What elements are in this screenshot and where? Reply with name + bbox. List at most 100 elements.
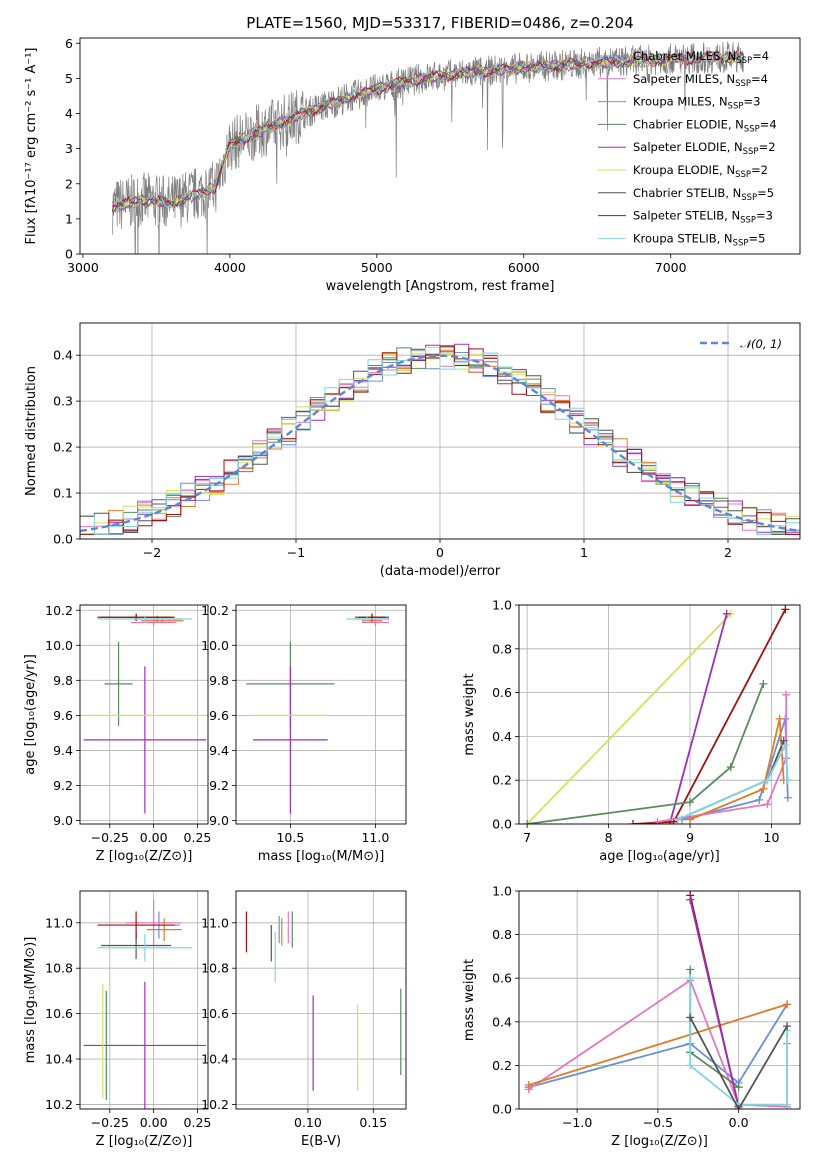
point-marker — [686, 965, 695, 974]
x-tick-label: 2 — [724, 545, 732, 560]
y-tick-label: 4 — [65, 106, 73, 121]
legend-name: Salpeter ELODIE, N — [633, 140, 743, 154]
legend-sub: SSP — [740, 216, 756, 226]
weight_vs_age-plot — [523, 605, 792, 824]
point-marker — [726, 763, 735, 772]
y-tick-label: 0.4 — [492, 1014, 512, 1029]
weight_vs_Z-panel: −1.0 −0.5 0.0 0.0 0.2 0.4 0.6 0.8 1.0 Z [log₁₀(Z/… — [462, 884, 801, 1149]
x-tick-label: −1.0 — [562, 1115, 592, 1130]
point-marker — [763, 776, 772, 785]
point-marker — [783, 1000, 792, 1009]
y-tick-label: 10.6 — [201, 1006, 229, 1021]
legend-count: =2 — [751, 163, 768, 177]
y-tick-label: 1.0 — [492, 884, 512, 899]
y-tick-label: 10.2 — [45, 1097, 73, 1112]
legend-sub: SSP — [728, 102, 744, 112]
point-marker — [781, 741, 790, 750]
mass_vs_ebv-plot — [245, 911, 402, 1091]
point-marker — [779, 736, 788, 745]
y-tick-label: 0.8 — [492, 927, 512, 942]
y-tick-label: 0.1 — [53, 486, 73, 501]
axes-frame — [235, 890, 407, 1110]
mass_vs_ebv-panel: 0.10 0.15 10.2 10.4 10.6 10.8 11.0 E(B-V) — [201, 890, 407, 1149]
legend-name: Salpeter STELIB, N — [633, 209, 740, 223]
x-axis-label: (data-model)/error — [380, 564, 501, 579]
y-tick-label: 1.0 — [492, 598, 512, 613]
mass-weight-line — [526, 613, 732, 824]
legend-sub: SSP — [743, 147, 759, 157]
model-spectrum-line — [111, 50, 744, 214]
legend-name: Chabrier MILES, N — [633, 49, 736, 63]
y-axis-label: age [log₁₀(age/yr)] — [23, 654, 38, 775]
point-marker — [686, 974, 695, 983]
y-tick-label: 9.8 — [209, 673, 229, 688]
x-tick-label: 10.5 — [276, 830, 304, 845]
y-tick-label: 3 — [65, 141, 73, 156]
residuals-plot — [80, 343, 800, 535]
y-axis-label: Flux [fλ10⁻¹⁷ erg cm⁻² s⁻¹ A⁻¹] — [24, 48, 39, 245]
x-tick-label: −0.25 — [91, 830, 129, 845]
legend-name: Kroupa ELODIE, N — [633, 163, 735, 177]
y-tick-label: 0.4 — [53, 348, 73, 363]
x-tick-label: 3000 — [67, 260, 99, 275]
model-spectrum-line — [111, 49, 744, 212]
x-tick-label: 9 — [686, 830, 694, 845]
mass_vs_Z-plot — [83, 900, 207, 1109]
x-tick-label: 6000 — [508, 260, 540, 275]
x-tick-label: 1 — [580, 545, 588, 560]
y-tick-label: 9.0 — [53, 813, 73, 828]
mass-weight-line — [668, 613, 728, 824]
point-marker — [755, 795, 764, 804]
axes-frame — [79, 37, 801, 255]
axes-frame — [79, 322, 801, 540]
y-tick-label: 0.8 — [492, 641, 512, 656]
point-marker — [722, 609, 731, 618]
point-marker — [781, 605, 790, 614]
age_vs_mass-plot — [246, 613, 389, 814]
x-tick-label: 7 — [523, 830, 531, 845]
spectrum-title: PLATE=1560, MJD=53317, FIBERID=0486, z=0… — [246, 14, 633, 32]
mass-weight-line — [689, 969, 740, 1088]
point-marker — [734, 1083, 743, 1092]
legend-label: Salpeter MILES, NSSP=4 — [633, 72, 768, 89]
x-tick-label: 7000 — [655, 260, 687, 275]
y-tick-label: 0.0 — [492, 1102, 512, 1117]
y-tick-label: 10.2 — [45, 603, 73, 618]
y-tick-label: 0.2 — [53, 440, 73, 455]
x-axis-label: wavelength [Angstrom, rest frame] — [326, 279, 555, 294]
point-marker — [653, 817, 662, 824]
residuals-panel: −2 −1 0 1 2 0.0 0.1 0.2 0.3 0.4 (data-model)/error… — [24, 322, 801, 579]
x-axis-label: age [log₁₀(age/yr)] — [599, 849, 720, 864]
mass-weight-line — [526, 683, 765, 824]
legend-count: =4 — [752, 49, 769, 63]
y-tick-label: 10.6 — [45, 1006, 73, 1021]
y-tick-label: 10.4 — [201, 1052, 229, 1067]
x-axis-label: Z [log₁₀(Z/Z⊙)] — [96, 1134, 193, 1149]
axes-frame — [518, 604, 801, 825]
age_vs_mass-panel: 10.5 11.0 9.0 9.2 9.4 9.6 9.8 10.0 10.2 mass [log… — [201, 603, 407, 864]
weight_vs_age-panel: 7 8 9 10 0.0 0.2 0.4 0.6 0.8 1.0 age [log₁₀(age/yr… — [462, 598, 801, 864]
y-tick-label: 11.0 — [45, 915, 73, 930]
legend-count: =3 — [743, 95, 760, 109]
y-tick-label: 9.8 — [53, 673, 73, 688]
mass-weight-line — [689, 899, 740, 1108]
y-tick-label: 9.2 — [209, 778, 229, 793]
x-tick-label: 0.00 — [140, 1115, 168, 1130]
point-marker — [629, 820, 638, 824]
point-marker — [783, 1022, 792, 1031]
mass-weight-line — [657, 694, 788, 823]
y-axis-label: Normed distribution — [24, 366, 39, 496]
x-tick-label: −0.25 — [91, 1115, 129, 1130]
mass_vs_Z-panel: −0.25 0.00 0.25 10.2 10.4 10.6 10.8 11.0 Z [log₁… — [23, 890, 211, 1149]
y-tick-label: 9.2 — [53, 778, 73, 793]
x-tick-label: −2 — [143, 545, 161, 560]
y-tick-label: 0.4 — [492, 729, 512, 744]
y-tick-label: 10.2 — [201, 603, 229, 618]
y-tick-label: 10.0 — [45, 638, 73, 653]
weight_vs_Z-plot — [524, 891, 792, 1109]
legend-label: 𝒩(0, 1) — [740, 337, 782, 351]
y-tick-label: 10.8 — [201, 961, 229, 976]
y-tick-label: 0.2 — [492, 1058, 512, 1073]
point-marker — [686, 798, 695, 807]
y-tick-label: 0.2 — [492, 773, 512, 788]
